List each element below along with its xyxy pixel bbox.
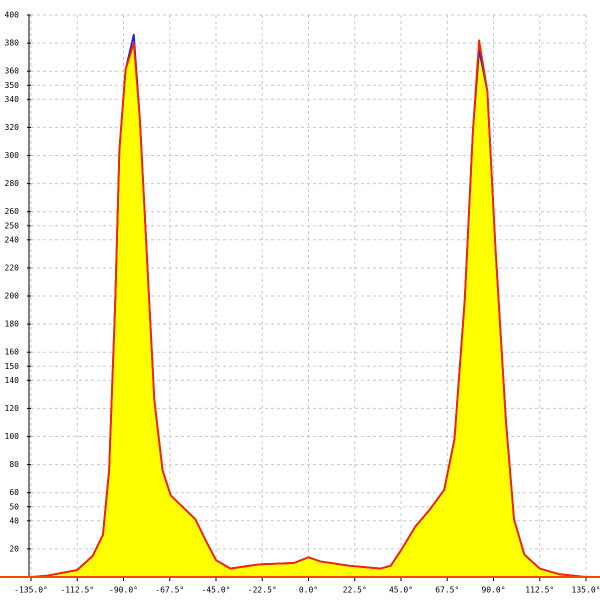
x-tick-label: 22.5° xyxy=(343,586,367,595)
y-tick-label: 380 xyxy=(5,39,20,48)
x-tick-label: 90.0° xyxy=(481,586,505,595)
y-tick-label: 140 xyxy=(5,376,20,385)
y-tick-label: 40 xyxy=(9,516,19,525)
y-tick-label: 50 xyxy=(9,502,19,511)
x-tick-label: 135.0° xyxy=(572,586,600,595)
y-tick-label: 280 xyxy=(5,179,20,188)
y-tick-label: 400 xyxy=(5,11,20,20)
x-tick-label: 112.5° xyxy=(525,586,554,595)
area-fill xyxy=(31,40,586,578)
x-tick-label: -135.0° xyxy=(14,586,48,595)
y-tick-label: 200 xyxy=(5,292,20,301)
x-tick-label: -112.5° xyxy=(60,586,94,595)
y-tick-label: 220 xyxy=(5,263,20,272)
x-tick-label: -45.0° xyxy=(202,586,231,595)
y-tick-label: 240 xyxy=(5,235,20,244)
y-tick-label: 300 xyxy=(5,151,20,160)
y-tick-label: 150 xyxy=(5,362,20,371)
y-tick-label: 120 xyxy=(5,404,20,413)
y-tick-label: 250 xyxy=(5,221,20,230)
x-tick-label: 67.5° xyxy=(435,586,459,595)
y-tick-label: 160 xyxy=(5,348,20,357)
y-tick-label: 340 xyxy=(5,95,20,104)
y-tick-label: 60 xyxy=(9,488,19,497)
y-tick-label: 180 xyxy=(5,320,20,329)
y-tick-label: 80 xyxy=(9,460,19,469)
y-tick-label: 350 xyxy=(5,81,20,90)
y-tick-label: 260 xyxy=(5,207,20,216)
x-tick-label: -90.0° xyxy=(109,586,138,595)
y-tick-label: 100 xyxy=(5,432,20,441)
y-tick-label: 20 xyxy=(9,544,19,553)
series-line xyxy=(30,39,587,578)
x-tick-label: -22.5° xyxy=(248,586,277,595)
y-tick-label: 360 xyxy=(5,67,20,76)
x-tick-label: 45.0° xyxy=(389,586,413,595)
y-tick-label: 320 xyxy=(5,123,20,132)
x-tick-label: -67.5° xyxy=(155,586,184,595)
x-tick-label: 0.0° xyxy=(299,586,318,595)
